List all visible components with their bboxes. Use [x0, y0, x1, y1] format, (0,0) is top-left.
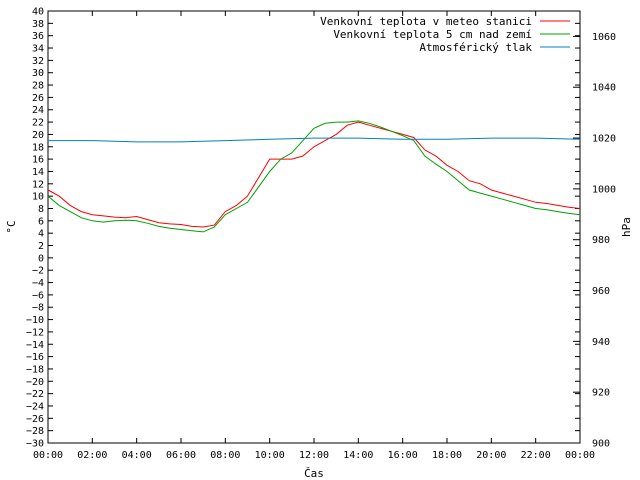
x-tick-label: 22:00: [521, 450, 551, 461]
y-tick-label-left: 32: [32, 56, 44, 67]
y-tick-label-right: 1040: [592, 83, 616, 94]
y-tick-label-left: 22: [32, 118, 44, 129]
y-tick-label-left: 2: [38, 241, 44, 252]
legend: Venkovní teplota v meteo stanici Venkovn…: [320, 15, 570, 54]
x-tick-label: 00:00: [565, 450, 595, 461]
x-tick-label: 06:00: [166, 450, 196, 461]
plot-frame: [47, 10, 581, 444]
y-tick-label-right: 900: [592, 439, 610, 450]
y-tick-label-left: 10: [32, 192, 44, 203]
y-tick-label-left: −24: [26, 401, 44, 412]
y-tick-label-right: 1060: [592, 32, 616, 43]
y-tick-label-right: 980: [592, 235, 610, 246]
y-tick-label-left: 4: [38, 229, 44, 240]
series-line-1: [47, 120, 581, 233]
y-tick-label-left: −8: [32, 303, 44, 314]
y-tick-label-left: 20: [32, 130, 44, 141]
y-tick-label-left: 8: [38, 204, 44, 215]
x-tick-label: 20:00: [476, 450, 506, 461]
y-tick-label-left: 38: [32, 19, 44, 30]
y-tick-label-left: −30: [26, 439, 44, 450]
y-tick-label-left: −28: [26, 426, 44, 437]
y-tick-label-left: −14: [26, 340, 44, 351]
y-tick-label-left: −20: [26, 377, 44, 388]
y-tick-label-left: −16: [26, 352, 44, 363]
series: [47, 120, 581, 233]
legend-label-1: Venkovní teplota 5 cm nad zemí: [333, 28, 532, 41]
series-line-2: [48, 137, 581, 143]
y-axis-label-left: °C: [5, 220, 18, 233]
y-tick-label-right: 920: [592, 388, 610, 399]
x-axis-label: Čas: [304, 467, 324, 480]
series-line-0: [47, 121, 581, 228]
x-tick-label: 12:00: [299, 450, 329, 461]
y-tick-label-left: −10: [26, 315, 44, 326]
y-tick-label-left: −18: [26, 364, 44, 375]
y-tick-label-left: −4: [32, 278, 44, 289]
x-tick-label: 04:00: [122, 450, 152, 461]
x-tick-label: 18:00: [432, 450, 462, 461]
y-tick-label-left: 12: [32, 179, 44, 190]
y-tick-label-left: 28: [32, 81, 44, 92]
y-tick-label-right: 1000: [592, 184, 616, 195]
y-tick-label-right: 940: [592, 337, 610, 348]
y-tick-label-left: 40: [32, 7, 44, 18]
y-tick-label-left: 18: [32, 142, 44, 153]
y-axis-label-right: hPa: [620, 217, 633, 237]
y-tick-label-left: 16: [32, 155, 44, 166]
y-tick-label-right: 960: [592, 286, 610, 297]
x-tick-label: 08:00: [210, 450, 240, 461]
y-tick-label-left: 0: [38, 253, 44, 264]
ticks: 4038363432302826242220181614121086420−2−…: [26, 7, 616, 462]
y-tick-label-left: 6: [38, 216, 44, 227]
y-tick-label-left: −22: [26, 389, 44, 400]
x-tick-label: 14:00: [343, 450, 373, 461]
x-tick-label: 02:00: [77, 450, 107, 461]
legend-label-2: Atmosférický tlak: [419, 41, 532, 54]
legend-label-0: Venkovní teplota v meteo stanici: [320, 15, 532, 28]
x-tick-label: 00:00: [33, 450, 63, 461]
y-tick-label-left: 36: [32, 31, 44, 42]
y-tick-label-left: −6: [32, 290, 44, 301]
y-tick-label-right: 1020: [592, 134, 616, 145]
y-tick-label-left: 24: [32, 105, 44, 116]
y-tick-label-left: 26: [32, 93, 44, 104]
y-tick-label-left: −26: [26, 414, 44, 425]
y-tick-label-left: −12: [26, 327, 44, 338]
x-tick-label: 16:00: [388, 450, 418, 461]
x-tick-label: 10:00: [255, 450, 285, 461]
y-tick-label-left: 14: [32, 167, 44, 178]
y-tick-label-left: 30: [32, 68, 44, 79]
y-tick-label-left: −2: [32, 266, 44, 277]
y-tick-label-left: 34: [32, 44, 44, 55]
